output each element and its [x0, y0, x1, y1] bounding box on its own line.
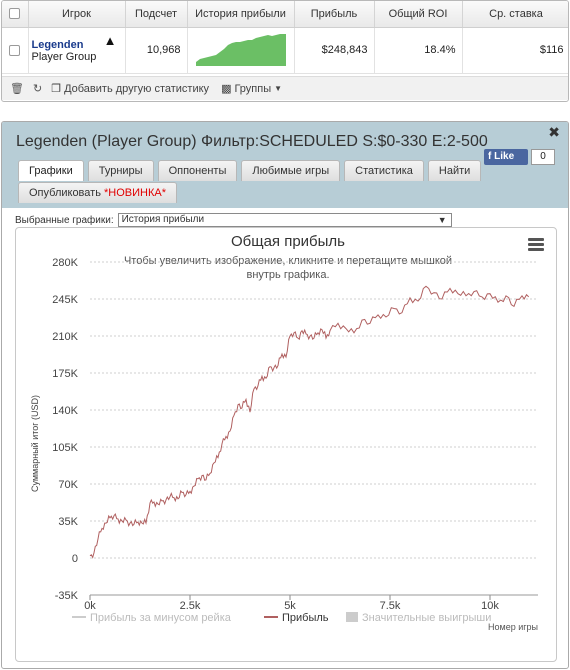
- y-axis-title: Суммарный итог (USD): [30, 395, 40, 492]
- count-cell: 10,968: [125, 27, 188, 74]
- profit-cell: $248,843: [294, 27, 375, 74]
- profit-chart[interactable]: Общая прибыль Чтобы увеличить изображение…: [16, 228, 556, 661]
- tab-opponents[interactable]: Оппоненты: [157, 160, 238, 181]
- column-header-profit-history[interactable]: История прибыли: [187, 1, 295, 28]
- add-stats-button[interactable]: ❐ Добавить другую статистику: [51, 82, 210, 96]
- y-tick-label: 0: [72, 553, 78, 565]
- chart-subtitle-line1: Чтобы увеличить изображение, кликните и …: [124, 255, 452, 267]
- facebook-icon: f: [488, 151, 492, 162]
- legend-item-big-wins: Значительные выигрыши: [362, 612, 491, 624]
- x-tick-label: 10k: [481, 600, 499, 612]
- x-tick-label: 5k: [284, 600, 296, 612]
- y-tick-label: 245K: [52, 294, 78, 306]
- graph-select-value: История прибыли: [121, 214, 205, 225]
- graph-selector-row: Выбранные графики: История прибыли ▼: [15, 213, 452, 227]
- y-tick-label: 70K: [58, 479, 78, 491]
- table-toolbar: 🗑 ↻ ❐ Добавить другую статистику ▩ Группы ▼: [2, 76, 568, 100]
- like-label: Like: [494, 151, 515, 162]
- profit-series-line: [89, 285, 530, 559]
- tab-bar: Графики Турниры Оппоненты Любимые игры С…: [18, 160, 482, 181]
- tab-publish[interactable]: Опубликовать *НОВИНКА*: [18, 182, 177, 203]
- legend-item-profit: Прибыль: [282, 612, 329, 624]
- stats-table-panel: Игрок Подсчет История прибыли Прибыль Об…: [1, 0, 569, 102]
- tab-favorite-games[interactable]: Любимые игры: [241, 160, 341, 181]
- y-tick-label: 175K: [52, 368, 78, 380]
- chart-subtitle-line2: внутрь графика.: [246, 269, 329, 281]
- y-tick-label: 280K: [52, 257, 78, 269]
- legend-item-rake: Прибыль за минусом рейка: [90, 612, 232, 624]
- row-checkbox[interactable]: [9, 44, 21, 56]
- column-header-profit[interactable]: Прибыль: [294, 1, 375, 28]
- tab-bar-secondary: Опубликовать *НОВИНКА*: [18, 182, 177, 203]
- x-tick-label: 2.5k: [180, 600, 201, 612]
- publish-label: Опубликовать: [29, 187, 101, 199]
- select-all-header[interactable]: [2, 1, 29, 28]
- x-axis-title: Номер игры: [488, 622, 538, 632]
- refresh-icon[interactable]: ↻: [32, 83, 43, 95]
- select-all-checkbox[interactable]: [9, 8, 21, 20]
- profit-history-cell: [187, 27, 295, 74]
- graph-select[interactable]: История прибыли ▼: [117, 213, 452, 227]
- y-tick-label: -35K: [55, 590, 79, 602]
- player-cell: Legenden Player Group ▲: [28, 27, 126, 74]
- panel-title: Legenden (Player Group) Фильтр:SCHEDULED…: [16, 133, 488, 150]
- groups-button[interactable]: ▩ Группы ▼: [221, 82, 283, 96]
- chart-menu-icon-bar-1: [528, 243, 544, 246]
- column-header-count[interactable]: Подсчет: [125, 1, 188, 28]
- groups-icon: ▩: [221, 83, 232, 95]
- y-tick-label: 35K: [58, 516, 78, 528]
- profit-sparkline: [195, 33, 286, 66]
- chart-title: Общая прибыль: [231, 233, 345, 250]
- graph-panel-header: Legenden (Player Group) Фильтр:SCHEDULED…: [2, 122, 568, 208]
- trash-icon[interactable]: 🗑: [10, 83, 24, 95]
- column-header-avg-stake[interactable]: Ср. ставка: [462, 1, 568, 28]
- copy-icon: ❐: [51, 83, 62, 95]
- add-stats-label: Добавить другую статистику: [64, 82, 210, 95]
- column-header-player[interactable]: Игрок: [28, 1, 126, 28]
- row-select-cell[interactable]: [2, 27, 29, 74]
- x-tick-label: 0k: [84, 600, 96, 612]
- chart-menu-icon-bar-0: [528, 238, 544, 241]
- tab-find[interactable]: Найти: [427, 160, 482, 181]
- player-name-link[interactable]: Legenden: [31, 39, 84, 51]
- avg-stake-cell: $116: [462, 27, 568, 74]
- tab-tournaments[interactable]: Турниры: [87, 160, 154, 181]
- facebook-like-button[interactable]: f Like: [484, 149, 528, 165]
- table-header-row: Игрок Подсчет История прибыли Прибыль Об…: [2, 1, 568, 28]
- sparkline-area: [195, 33, 286, 66]
- table-row: Legenden Player Group ▲ 10,968 $248,843 …: [2, 27, 568, 74]
- shark-icon: ▲: [103, 32, 117, 48]
- roi-cell: 18.4%: [374, 27, 463, 74]
- tab-graphs[interactable]: Графики: [18, 160, 84, 181]
- stats-table: Игрок Подсчет История прибыли Прибыль Об…: [2, 1, 568, 74]
- dropdown-arrow-icon: ▼: [437, 215, 447, 225]
- graph-panel: Legenden (Player Group) Фильтр:SCHEDULED…: [1, 121, 569, 669]
- y-tick-label: 210K: [52, 331, 78, 343]
- tab-statistics[interactable]: Статистика: [344, 160, 424, 181]
- x-tick-label: 7.5k: [380, 600, 401, 612]
- groups-label: Группы: [234, 82, 272, 95]
- y-tick-label: 105K: [52, 442, 78, 454]
- close-icon[interactable]: ✖: [548, 124, 560, 140]
- chart-container[interactable]: Общая прибыль Чтобы увеличить изображение…: [15, 227, 557, 662]
- like-count: 0: [531, 149, 555, 165]
- legend-marker-big-wins: [346, 612, 358, 622]
- player-group-label: Player Group: [31, 51, 97, 63]
- chart-menu-icon-bar-2: [528, 248, 544, 251]
- y-tick-label: 140K: [52, 405, 78, 417]
- column-header-roi[interactable]: Общий ROI: [374, 1, 463, 28]
- selector-label: Выбранные графики:: [15, 214, 114, 226]
- new-badge: *НОВИНКА*: [104, 187, 166, 199]
- chevron-down-icon: ▼: [274, 84, 283, 93]
